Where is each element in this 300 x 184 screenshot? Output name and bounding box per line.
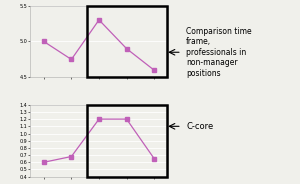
Text: Comparison time
frame,
professionals in
non-manager
positions: Comparison time frame, professionals in …	[186, 27, 252, 77]
Text: C-core: C-core	[186, 122, 213, 131]
Bar	[87, 105, 166, 177]
Bar	[87, 6, 166, 77]
